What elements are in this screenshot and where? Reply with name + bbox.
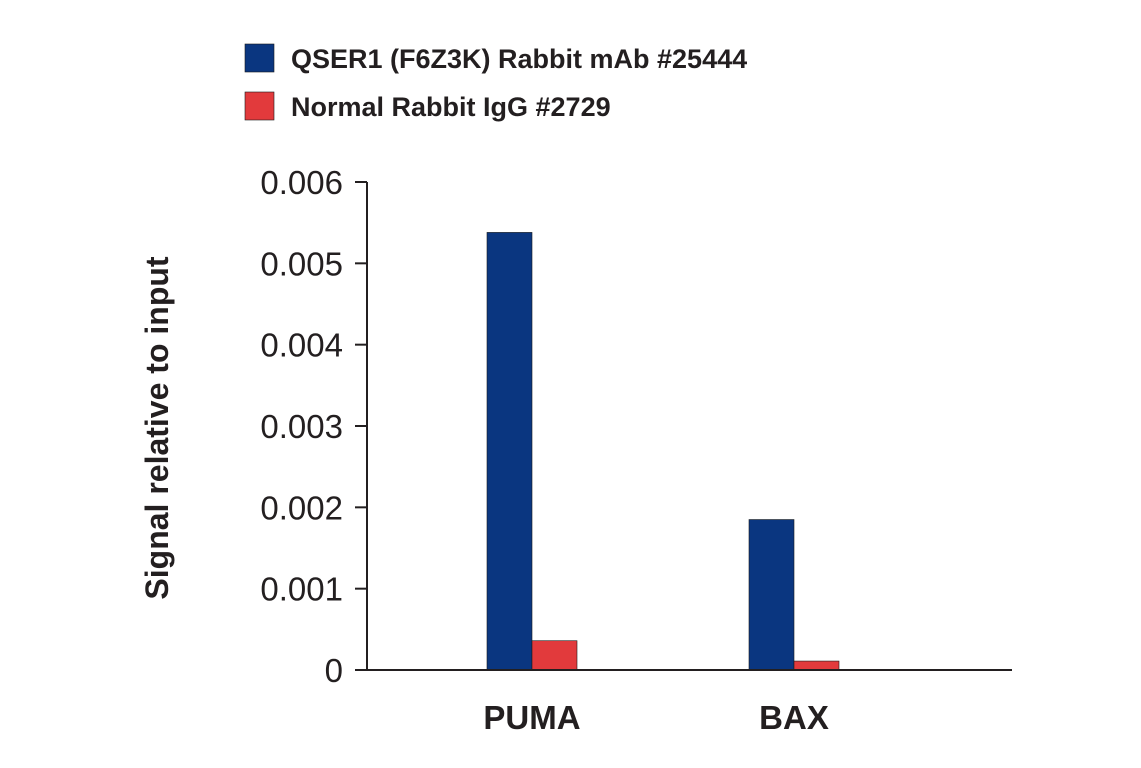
x-category-label: PUMA: [483, 699, 580, 736]
bars: [486, 232, 840, 671]
axes: [366, 182, 1012, 671]
legend-swatch: [244, 91, 275, 121]
bar-puma-series-2: [531, 640, 578, 671]
legend-swatch: [244, 43, 275, 73]
y-tick-label: 0.005: [260, 245, 343, 282]
y-axis-label: Signal relative to input: [139, 256, 175, 600]
x-category-label: BAX: [759, 699, 829, 736]
y-tick-label: 0.003: [260, 408, 343, 445]
bar-bax-series-1: [748, 519, 795, 671]
y-tick-label: 0.006: [260, 164, 343, 201]
y-tick-label: 0.001: [260, 571, 343, 608]
legend-item: QSER1 (F6Z3K) Rabbit mAb #25444: [244, 43, 747, 74]
bar-puma-series-1: [486, 232, 533, 671]
x-labels: PUMA BAX: [483, 699, 828, 736]
legend: QSER1 (F6Z3K) Rabbit mAb #25444 Normal Ra…: [244, 43, 747, 122]
legend-item: Normal Rabbit IgG #2729: [244, 91, 611, 122]
bar-bax-series-2: [793, 660, 840, 671]
legend-label: Normal Rabbit IgG #2729: [291, 92, 611, 122]
y-tick-label: 0.002: [260, 489, 343, 526]
legend-label: QSER1 (F6Z3K) Rabbit mAb #25444: [291, 44, 747, 74]
y-ticks: 0 0.001 0.002 0.003 0.004 0.005 0.006: [260, 164, 367, 689]
y-tick-label: 0.004: [260, 327, 343, 364]
y-tick-label: 0: [325, 652, 343, 689]
